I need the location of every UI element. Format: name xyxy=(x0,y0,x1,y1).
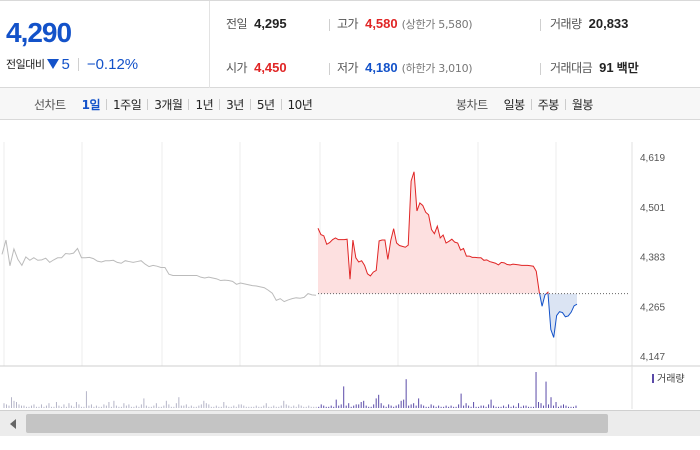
tab-3-months[interactable]: 3개월 xyxy=(154,97,183,112)
tab-weekly-candle[interactable]: 주봉 xyxy=(537,97,560,112)
scroll-left-button[interactable] xyxy=(0,411,26,436)
line-chart-label: 선차트 xyxy=(34,97,66,112)
stat-label: 거래대금 xyxy=(550,61,593,75)
down-arrow-icon xyxy=(47,59,60,69)
stat-value: 4,450 xyxy=(254,60,287,75)
stat-open: 시가 4,450 xyxy=(226,59,287,79)
tab-10-years[interactable]: 10년 xyxy=(287,97,313,112)
y-axis: 4,619 4,501 4,383 4,265 4,147 xyxy=(640,153,665,363)
candle-chart-label: 봉차트 xyxy=(456,97,488,112)
candle-tabs: 봉차트 일봉 주봉 월봉 xyxy=(456,88,599,120)
stat-sub: (상한가 5,580) xyxy=(401,18,473,31)
y-tick-label: 4,265 xyxy=(640,302,665,313)
stat-label: 전일 xyxy=(226,17,248,31)
tab-1-week[interactable]: 1주일 xyxy=(113,97,142,112)
stat-label: 거래량 xyxy=(550,17,582,31)
chart-tabs-bar: 선차트 1일 1주일 3개월 1년 3년 5년 10년 봉차트 일봉 주봉 월봉 xyxy=(0,88,700,120)
chart-grid xyxy=(3,142,633,366)
scroll-thumb[interactable] xyxy=(26,414,608,433)
y-tick-label: 4,501 xyxy=(640,203,665,214)
tab-divider xyxy=(147,98,149,110)
y-tick-label: 4,383 xyxy=(640,253,665,264)
volume-legend-swatch xyxy=(652,374,654,383)
today-area-up xyxy=(318,171,548,294)
change-row: 전일대비 5 −0.12% xyxy=(6,55,138,73)
bottom-spacer xyxy=(0,436,700,450)
tab-daily-candle[interactable]: 일봉 xyxy=(503,97,526,112)
stat-prev-close: 전일 4,295 xyxy=(226,15,287,35)
tab-5-years[interactable]: 5년 xyxy=(256,97,275,112)
tab-divider xyxy=(280,98,282,110)
today-line-up xyxy=(317,171,549,294)
stat-value: 91 xyxy=(599,60,614,75)
volume-chart: 거래량 xyxy=(0,365,700,409)
volume-legend-label: 거래량 xyxy=(657,373,685,385)
change-percent: −0.12% xyxy=(86,55,139,73)
stat-value: 20,833 xyxy=(588,16,629,31)
tab-monthly-candle[interactable]: 월봉 xyxy=(571,97,594,112)
tab-divider xyxy=(106,98,108,110)
tab-divider xyxy=(249,98,251,110)
tab-divider xyxy=(188,98,190,110)
tab-1-day[interactable]: 1일 xyxy=(81,97,101,112)
price-chart: 4,619 4,501 4,383 4,265 4,147 거래량 xyxy=(0,120,700,410)
chart-scrollbar[interactable] xyxy=(0,410,700,436)
previous-day-line xyxy=(1,239,317,303)
tab-3-years[interactable]: 3년 xyxy=(226,97,244,112)
current-price: 4,290 xyxy=(6,17,72,48)
previous-day-series xyxy=(1,239,317,303)
today-area-down xyxy=(318,293,577,338)
stat-divider xyxy=(540,19,541,31)
stat-high: 고가 4,580 (상한가 5,580) xyxy=(337,15,473,35)
stat-sub: (하한가 3,010) xyxy=(401,62,473,75)
change-label: 전일대비 xyxy=(6,58,45,71)
stat-label: 저가 xyxy=(337,61,359,75)
stat-value: 4,295 xyxy=(254,16,287,31)
stat-divider xyxy=(540,63,541,75)
stat-low: 저가 4,180 (하한가 3,010) xyxy=(337,59,473,79)
stat-label: 시가 xyxy=(226,61,248,75)
stat-divider xyxy=(329,19,330,31)
change-value: 5 xyxy=(61,55,70,73)
stat-unit: 백만 xyxy=(616,61,639,75)
period-tabs: 선차트 1일 1주일 3개월 1년 3년 5년 10년 xyxy=(34,88,318,120)
chevron-left-icon xyxy=(10,418,16,429)
stat-label: 고가 xyxy=(337,17,359,31)
change-divider xyxy=(77,57,79,71)
y-tick-label: 4,147 xyxy=(640,352,665,363)
stat-divider xyxy=(329,63,330,75)
stat-amount: 거래대금 91 백만 xyxy=(550,59,639,79)
stat-value: 4,580 xyxy=(365,16,398,31)
tab-divider xyxy=(219,98,221,110)
tab-1-year[interactable]: 1년 xyxy=(195,97,214,112)
tab-divider xyxy=(564,98,566,110)
price-box: 4,290 전일대비 5 −0.12% xyxy=(0,1,210,88)
quote-summary: 4,290 전일대비 5 −0.12% 전일 4,295 고가 4,580 (상… xyxy=(0,0,700,88)
today-series xyxy=(317,171,630,338)
stat-volume: 거래량 20,833 xyxy=(550,15,628,35)
tab-divider xyxy=(530,98,532,110)
y-tick-label: 4,619 xyxy=(640,153,665,164)
chart-canvas: 4,619 4,501 4,383 4,265 4,147 거래량 xyxy=(0,142,700,409)
stat-value: 4,180 xyxy=(365,60,398,75)
